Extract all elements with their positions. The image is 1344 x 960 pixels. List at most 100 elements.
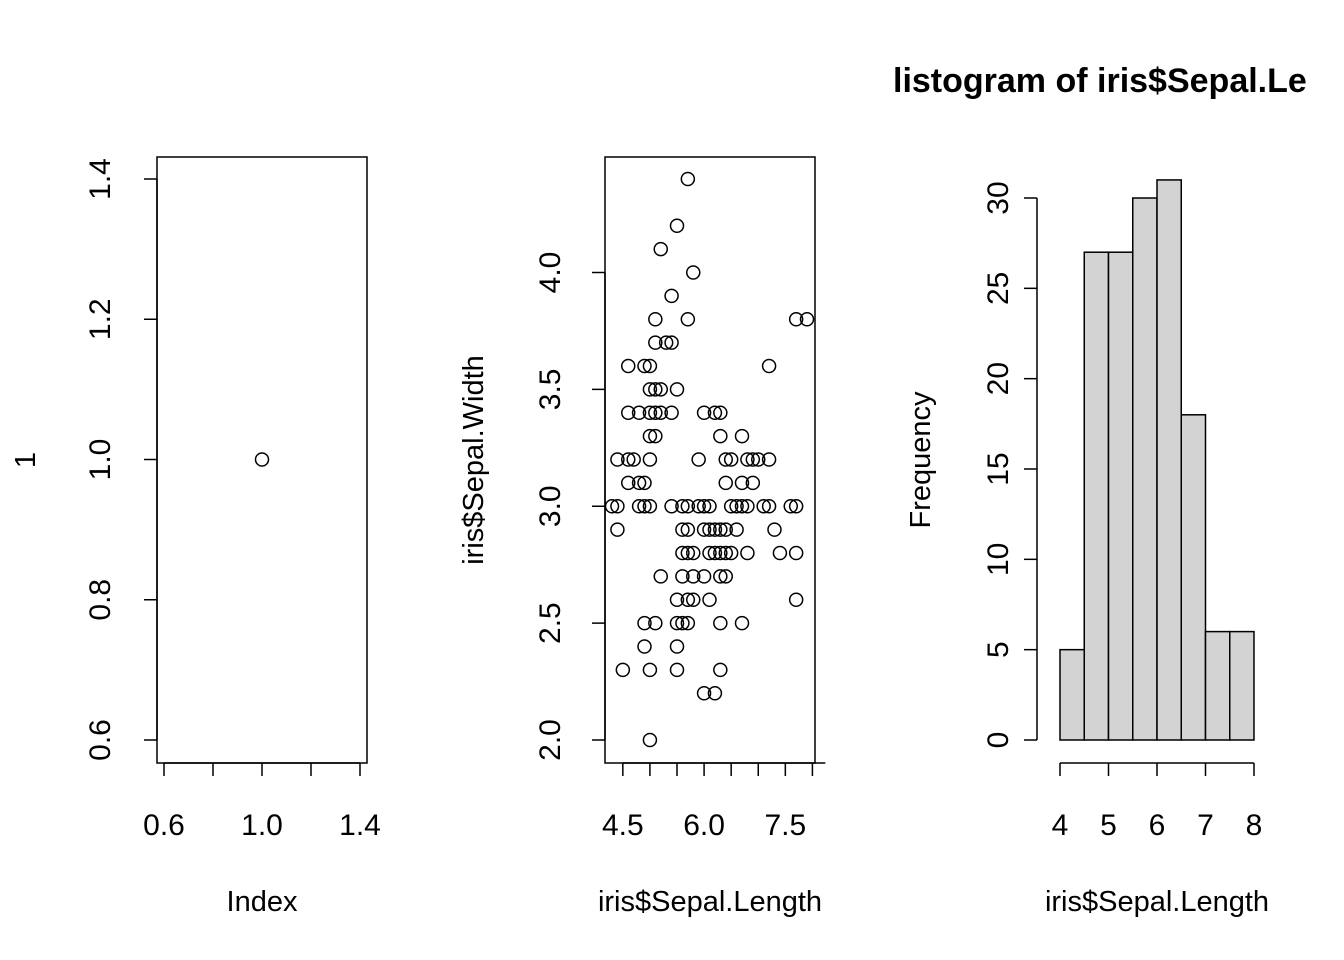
- data-point: [707, 405, 723, 420]
- y-tick-label: 15: [982, 452, 1015, 485]
- data-point: [788, 592, 804, 607]
- plot-box: [156, 156, 368, 764]
- data-point: [707, 545, 723, 561]
- data-point: [675, 569, 690, 584]
- x-axis-label: iris$Sepal.Length: [598, 886, 822, 918]
- x-tick-label: 6: [1149, 809, 1166, 842]
- data-point: [718, 475, 733, 491]
- x-axis-label: iris$Sepal.Length: [1045, 886, 1269, 918]
- data-point: [788, 312, 804, 327]
- data-point: [664, 335, 679, 350]
- data-point: [642, 405, 658, 420]
- data-point: [740, 545, 755, 561]
- data-point: [713, 662, 728, 678]
- x-tick-label: 1.4: [339, 809, 381, 842]
- data-point: [669, 662, 685, 678]
- data-point: [631, 475, 647, 491]
- data-point: [713, 522, 728, 537]
- data-point: [702, 545, 717, 561]
- data-point: [680, 545, 696, 561]
- data-point: [767, 522, 782, 537]
- data-point: [621, 452, 636, 467]
- y-tick-label: 1.4: [84, 158, 117, 200]
- y-tick-label: 20: [982, 362, 1015, 395]
- data-point: [669, 639, 685, 654]
- data-point: [702, 522, 717, 537]
- data-point: [664, 499, 679, 514]
- data-point: [680, 312, 696, 327]
- data-point: [713, 569, 728, 584]
- histogram-bar: [1204, 630, 1231, 741]
- data-point: [664, 405, 679, 420]
- data-point: [626, 452, 641, 467]
- data-point: [648, 335, 663, 350]
- y-tick-label: 3.0: [534, 485, 567, 527]
- data-point: [718, 569, 733, 584]
- histogram-bar: [1180, 414, 1207, 741]
- x-tick-label: 8: [1246, 809, 1263, 842]
- data-point: [254, 452, 270, 467]
- x-tick-label: 0.6: [143, 809, 185, 842]
- data-point: [675, 545, 690, 561]
- panel-histogram: listogram of iris$Sepal.Le 4 5 6 7 805101520…: [893, 62, 1307, 918]
- data-point: [642, 428, 658, 444]
- data-point: [642, 499, 658, 514]
- data-point: [686, 265, 701, 280]
- data-point: [707, 686, 723, 701]
- y-axis-label: 1: [10, 452, 42, 468]
- data-point: [734, 428, 750, 444]
- data-point: [734, 475, 750, 491]
- data-point: [642, 452, 658, 467]
- data-point: [680, 522, 696, 537]
- data-point: [713, 428, 728, 444]
- y-tick-label: 3.5: [534, 369, 567, 411]
- data-point: [723, 499, 739, 514]
- data-point: [707, 522, 723, 537]
- data-point: [675, 522, 690, 537]
- y-tick-label: 4.0: [534, 252, 567, 294]
- data-point: [631, 405, 647, 420]
- data-point: [718, 545, 733, 561]
- x-tick-label: 4.5: [602, 809, 644, 842]
- data-point: [756, 499, 771, 514]
- data-point: [621, 475, 636, 491]
- data-point: [653, 405, 668, 420]
- data-point: [642, 358, 658, 374]
- data-point: [734, 499, 750, 514]
- data-point: [615, 662, 631, 678]
- data-point: [653, 382, 668, 397]
- data-point: [745, 475, 761, 491]
- histogram-bar: [1132, 197, 1158, 741]
- y-tick-label: 0.8: [84, 579, 117, 621]
- x-tick-label: 6.0: [683, 809, 725, 842]
- data-point: [669, 218, 685, 233]
- data-point: [696, 522, 712, 537]
- data-point: [648, 382, 663, 397]
- data-point: [713, 405, 728, 420]
- data-point: [604, 499, 620, 514]
- data-point: [637, 358, 652, 374]
- x-axis-label: Index: [227, 886, 298, 918]
- y-tick-label: 30: [982, 181, 1015, 214]
- data-point: [702, 592, 717, 607]
- data-point: [788, 499, 804, 514]
- data-point: [723, 452, 739, 467]
- data-point: [648, 428, 663, 444]
- x-tick-label: 5: [1100, 809, 1117, 842]
- y-tick-label: 5: [982, 641, 1015, 658]
- data-point: [761, 358, 777, 374]
- data-point: [799, 312, 815, 327]
- data-point: [788, 545, 804, 561]
- data-point: [783, 499, 798, 514]
- y-tick-label: 0.6: [84, 719, 117, 761]
- data-point: [713, 615, 728, 631]
- plot-box: [604, 156, 816, 764]
- data-point: [610, 499, 625, 514]
- histogram-bar: [1107, 251, 1134, 741]
- data-point: [740, 452, 755, 467]
- data-point: [745, 452, 761, 467]
- data-point: [740, 499, 755, 514]
- x-tick-label: 7: [1197, 809, 1214, 842]
- y-axis-label: Frequency: [905, 391, 937, 529]
- data-point: [664, 288, 679, 304]
